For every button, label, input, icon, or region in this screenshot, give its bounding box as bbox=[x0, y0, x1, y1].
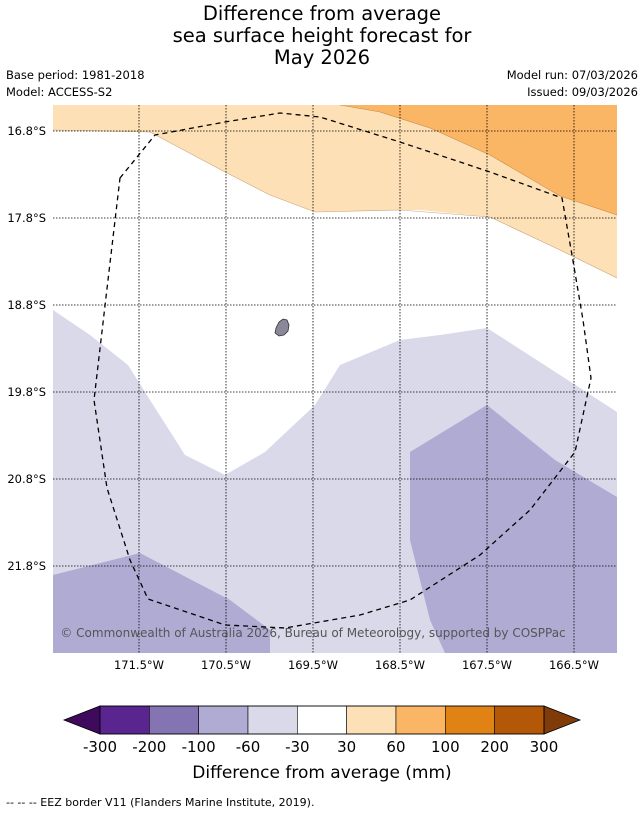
lat-label: 20.8°S bbox=[7, 472, 46, 486]
colorbar-tick-label: 100 bbox=[431, 738, 460, 756]
colorbar-tick-label: 30 bbox=[337, 738, 356, 756]
contour-neg100-neg60-region-southeast bbox=[410, 405, 617, 653]
colorbar-segment bbox=[494, 705, 545, 735]
colorbar-extend-high bbox=[543, 705, 582, 735]
lat-label: 18.8°S bbox=[7, 298, 46, 312]
island-shape bbox=[274, 318, 290, 337]
contour-30-60-region bbox=[53, 105, 617, 278]
colorbar-frame bbox=[99, 705, 545, 735]
latitude-labels: 16.8°S 17.8°S 18.8°S 19.8°S 20.8°S 21.8°… bbox=[7, 124, 46, 573]
colorbar-tick-label: -100 bbox=[182, 738, 216, 756]
colorbar-segment bbox=[198, 705, 249, 735]
colorbar: -300 -200 -100 -60 -30 30 60 100 200 300 Differen… bbox=[62, 705, 582, 783]
colorbar-segment bbox=[395, 705, 446, 735]
model-run-text: Model run: 07/03/2026 bbox=[506, 68, 638, 82]
map-title-line-1: Difference from average bbox=[202, 2, 442, 25]
lat-label: 21.8°S bbox=[7, 559, 46, 573]
lon-label: 171.5°W bbox=[114, 658, 164, 672]
colorbar-tick-labels: -300 -200 -100 -60 -30 30 60 100 200 300 bbox=[83, 738, 558, 756]
lon-label: 167.5°W bbox=[462, 658, 512, 672]
lat-label: 19.8°S bbox=[7, 385, 46, 399]
colorbar-tick-label: -300 bbox=[83, 738, 117, 756]
map-title-line-2: sea surface height forecast for bbox=[172, 24, 472, 47]
contour-line-30 bbox=[53, 129, 617, 279]
map-title-line-3: May 2026 bbox=[273, 46, 371, 69]
copyright-text: © Commonwealth of Australia 2026, Bureau… bbox=[60, 626, 565, 640]
colorbar-segment bbox=[99, 705, 150, 735]
lat-label: 16.8°S bbox=[7, 124, 46, 138]
lon-label: 166.5°W bbox=[549, 658, 599, 672]
colorbar-tick-label: -200 bbox=[132, 738, 166, 756]
colorbar-segments bbox=[99, 705, 545, 735]
colorbar-segment bbox=[297, 705, 347, 735]
issued-text: Issued: 09/03/2026 bbox=[527, 85, 638, 99]
colorbar-tick-label: 300 bbox=[530, 738, 559, 756]
longitude-labels: 171.5°W 170.5°W 169.5°W 168.5°W 167.5°W … bbox=[114, 658, 599, 672]
lon-label: 170.5°W bbox=[201, 658, 251, 672]
colorbar-segment bbox=[445, 705, 495, 735]
lon-label: 168.5°W bbox=[375, 658, 425, 672]
base-period-text: Base period: 1981-2018 bbox=[6, 68, 145, 82]
colorbar-label: Difference from average (mm) bbox=[192, 763, 451, 783]
contour-60-100-region bbox=[340, 105, 617, 215]
colorbar-extend-low bbox=[62, 705, 101, 735]
model-text: Model: ACCESS-S2 bbox=[6, 85, 113, 99]
colorbar-tick-label: -60 bbox=[236, 738, 261, 756]
colorbar-tick-label: -30 bbox=[285, 738, 310, 756]
colorbar-tick-label: 200 bbox=[480, 738, 509, 756]
lat-label: 17.8°S bbox=[7, 211, 46, 225]
colorbar-tick-label: 60 bbox=[386, 738, 405, 756]
colorbar-segment bbox=[346, 705, 397, 735]
colorbar-segment bbox=[247, 705, 298, 735]
lon-label: 169.5°W bbox=[288, 658, 338, 672]
graticule bbox=[53, 105, 617, 653]
map-area bbox=[53, 105, 617, 653]
colorbar-segment bbox=[149, 705, 199, 735]
eez-footnote: -- -- -- EEZ border V11 (Flanders Marine… bbox=[6, 796, 315, 809]
contour-line-60 bbox=[339, 105, 617, 216]
